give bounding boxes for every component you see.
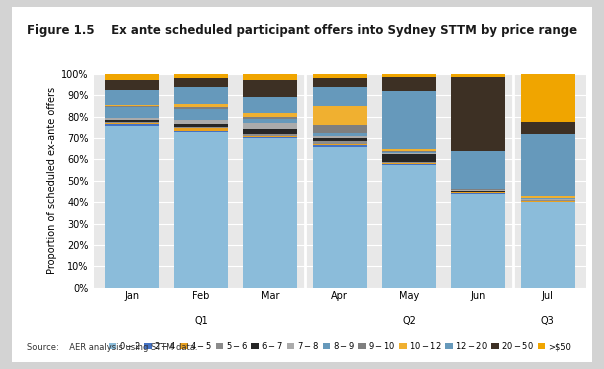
- Bar: [313, 141, 367, 144]
- Bar: [104, 74, 159, 80]
- Bar: [174, 107, 228, 109]
- Bar: [174, 87, 228, 104]
- Bar: [451, 189, 506, 190]
- Bar: [174, 128, 228, 131]
- Bar: [243, 80, 297, 97]
- Bar: [174, 132, 228, 288]
- Bar: [243, 137, 297, 138]
- Text: Q1: Q1: [194, 315, 208, 326]
- Bar: [243, 138, 297, 288]
- Bar: [382, 149, 436, 151]
- Bar: [313, 136, 367, 138]
- Bar: [521, 134, 575, 196]
- Bar: [243, 117, 297, 119]
- Bar: [243, 113, 297, 117]
- Bar: [243, 136, 297, 137]
- Bar: [104, 118, 159, 120]
- Bar: [313, 78, 367, 87]
- Bar: [174, 131, 228, 132]
- Bar: [382, 153, 436, 154]
- Bar: [451, 192, 506, 193]
- Bar: [104, 123, 159, 124]
- Bar: [104, 106, 159, 107]
- Bar: [174, 120, 228, 124]
- Bar: [104, 105, 159, 106]
- Bar: [243, 74, 297, 80]
- Bar: [174, 109, 228, 120]
- Bar: [174, 78, 228, 87]
- Bar: [243, 119, 297, 123]
- Bar: [243, 130, 297, 134]
- Bar: [521, 74, 575, 122]
- Bar: [313, 132, 367, 136]
- Bar: [313, 106, 367, 125]
- Bar: [382, 74, 436, 77]
- Text: Q2: Q2: [402, 315, 416, 326]
- Bar: [382, 162, 436, 163]
- Bar: [382, 151, 436, 152]
- Bar: [313, 125, 367, 132]
- Bar: [104, 120, 159, 123]
- Bar: [382, 77, 436, 91]
- Bar: [382, 154, 436, 162]
- Bar: [174, 124, 228, 127]
- Bar: [104, 124, 159, 126]
- Bar: [104, 90, 159, 105]
- Bar: [521, 196, 575, 198]
- Text: Source:    AER analysis using STTM data.: Source: AER analysis using STTM data.: [27, 344, 198, 352]
- Bar: [313, 144, 367, 145]
- Text: Q3: Q3: [541, 315, 554, 326]
- Bar: [521, 198, 575, 199]
- Bar: [174, 74, 228, 78]
- Bar: [451, 77, 506, 151]
- Bar: [451, 190, 506, 191]
- Bar: [313, 145, 367, 146]
- Bar: [243, 97, 297, 113]
- Bar: [243, 134, 297, 136]
- Bar: [521, 200, 575, 201]
- Bar: [174, 104, 228, 107]
- Bar: [451, 194, 506, 288]
- Bar: [174, 127, 228, 128]
- Bar: [521, 202, 575, 288]
- Y-axis label: Proportion of scheduled ex-ante offers: Proportion of scheduled ex-ante offers: [47, 87, 57, 275]
- Bar: [313, 138, 367, 141]
- Bar: [382, 165, 436, 288]
- Bar: [104, 107, 159, 118]
- Bar: [521, 201, 575, 202]
- Bar: [451, 191, 506, 192]
- Legend: $0-$2, $2-$4, $4-$5, $5-$6, $6-$7, $7-$8, $8-$9, $9-$10, $10-$12, $12-$20, $20-$: $0-$2, $2-$4, $4-$5, $5-$6, $6-$7, $7-$8…: [106, 337, 574, 355]
- Bar: [382, 164, 436, 165]
- Bar: [451, 193, 506, 194]
- Text: Figure 1.5    Ex ante scheduled participant offers into Sydney STTM by price ran: Figure 1.5 Ex ante scheduled participant…: [27, 24, 577, 37]
- Bar: [313, 87, 367, 106]
- Bar: [382, 91, 436, 149]
- Bar: [382, 152, 436, 153]
- Bar: [243, 123, 297, 130]
- Bar: [382, 163, 436, 164]
- Bar: [451, 74, 506, 77]
- Bar: [521, 199, 575, 200]
- Bar: [313, 74, 367, 78]
- Bar: [104, 80, 159, 90]
- Bar: [313, 146, 367, 288]
- Bar: [451, 151, 506, 189]
- Bar: [104, 126, 159, 288]
- Bar: [521, 122, 575, 134]
